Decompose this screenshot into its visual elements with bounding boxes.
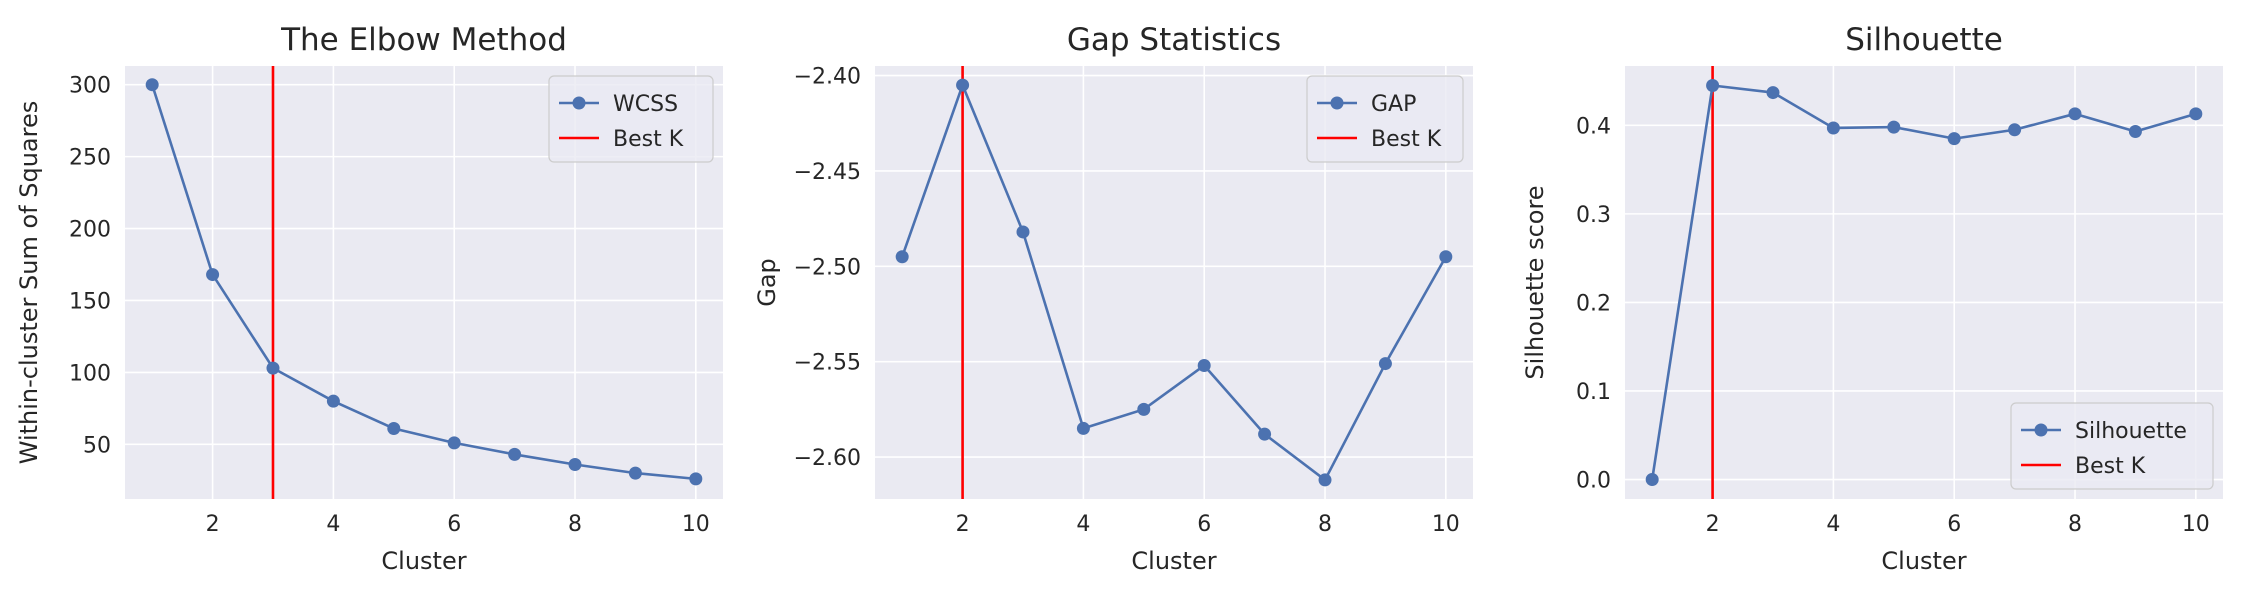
y-tick-label: −2.40 — [794, 65, 861, 90]
data-point — [206, 268, 220, 282]
data-point — [1137, 402, 1151, 416]
x-axis-label: Cluster — [1131, 547, 1216, 575]
data-point — [326, 394, 340, 408]
x-tick-label: 10 — [2182, 512, 2210, 537]
data-point — [2008, 123, 2022, 137]
series-line — [1650, 84, 2197, 480]
legend-best-k-label: Best K — [2075, 454, 2146, 479]
legend-series-label: GAP — [1371, 92, 1416, 117]
y-tick-label: −2.55 — [794, 351, 861, 376]
x-tick-label: 8 — [1318, 512, 1332, 537]
y-tick-label: 250 — [69, 146, 111, 171]
data-point — [1887, 120, 1901, 134]
x-tick-label: 6 — [447, 512, 461, 537]
legend-box — [548, 75, 714, 163]
y-axis-label: Gap — [753, 258, 781, 307]
x-tick-label: 4 — [326, 512, 340, 537]
y-tick-label: 50 — [83, 433, 111, 458]
data-point — [1706, 78, 1720, 92]
chart-title: The Elbow Method — [280, 22, 567, 58]
data-point — [895, 250, 909, 264]
data-point — [447, 436, 461, 450]
x-tick-label: 6 — [1947, 512, 1961, 537]
y-tick-label: 0.1 — [1576, 380, 1611, 405]
x-tick-label: 8 — [568, 512, 582, 537]
data-point — [2068, 107, 2082, 121]
x-tick-label: 2 — [206, 512, 220, 537]
y-axis-label: Silhouette score — [1521, 185, 1549, 379]
y-tick-label: 100 — [69, 361, 111, 386]
y-tick-label: −2.50 — [794, 255, 861, 280]
legend: GAP Best K — [1306, 75, 1464, 163]
data-point — [1826, 121, 1840, 135]
data-point — [145, 78, 159, 92]
y-tick-label: 300 — [69, 74, 111, 99]
series-line — [900, 83, 1447, 482]
y-tick-label: 0.0 — [1576, 469, 1611, 494]
data-point — [508, 447, 522, 461]
legend-box — [1306, 75, 1464, 163]
data-point — [956, 78, 970, 92]
legend-series-marker — [572, 96, 586, 110]
legend-series-label: Silhouette — [2075, 419, 2187, 444]
x-tick-label: 10 — [1432, 512, 1460, 537]
chart-title: Gap Statistics — [1067, 22, 1281, 58]
legend-series-marker — [2034, 423, 2048, 437]
chart-panel-3: 2 4 6 8 10 0.0 0.1 0.2 0.3 0.4 Silhouette Cluster Si… — [1521, 22, 2223, 575]
legend-box — [2010, 402, 2214, 490]
chart-panel-2: 2 4 6 8 10 −2.40 −2.45 −2.50 −2.55 −2.60 Gap Stati… — [753, 22, 1473, 575]
data-point — [387, 422, 401, 436]
data-point — [1318, 473, 1332, 487]
data-point — [1766, 86, 1780, 100]
series-line — [150, 84, 696, 481]
x-axis-label: Cluster — [1881, 547, 1966, 575]
data-point — [2189, 107, 2203, 121]
legend: WCSS Best K — [548, 75, 714, 163]
data-point — [1258, 427, 1272, 441]
chart-panel-1: 2 4 6 8 10 50 100 150 200 250 300 The Elbow Method C… — [15, 22, 723, 575]
legend-best-k-label: Best K — [1371, 127, 1442, 152]
data-point — [1016, 225, 1030, 239]
data-point — [1439, 250, 1453, 264]
x-tick-label: 2 — [1706, 512, 1720, 537]
legend-series-marker — [1330, 96, 1344, 110]
legend: Silhouette Best K — [2010, 402, 2214, 490]
y-tick-label: 150 — [69, 289, 111, 314]
data-point — [568, 457, 582, 471]
y-tick-label: 200 — [69, 218, 111, 243]
y-tick-label: 0.4 — [1576, 114, 1611, 139]
y-tick-label: 0.3 — [1576, 203, 1611, 228]
chart-title: Silhouette — [1845, 22, 2003, 58]
data-point — [1378, 357, 1392, 371]
data-point — [628, 466, 642, 480]
x-tick-label: 4 — [1076, 512, 1090, 537]
data-point — [1076, 421, 1090, 435]
data-point — [689, 472, 703, 486]
data-point — [1947, 132, 1961, 146]
legend-series-label: WCSS — [613, 92, 678, 117]
x-tick-label: 6 — [1197, 512, 1211, 537]
y-tick-label: 0.2 — [1576, 291, 1611, 316]
data-point — [1645, 473, 1659, 487]
x-axis-label: Cluster — [381, 547, 466, 575]
x-tick-label: 4 — [1826, 512, 1840, 537]
y-tick-label: −2.60 — [794, 446, 861, 471]
x-tick-label: 8 — [2068, 512, 2082, 537]
data-point — [2128, 125, 2142, 139]
x-tick-label: 10 — [682, 512, 710, 537]
data-point — [266, 361, 280, 375]
legend-best-k-label: Best K — [613, 127, 684, 152]
y-axis-label: Within-cluster Sum of Squares — [15, 101, 43, 465]
data-point — [1197, 358, 1211, 372]
x-tick-label: 2 — [956, 512, 970, 537]
y-tick-label: −2.45 — [794, 160, 861, 185]
